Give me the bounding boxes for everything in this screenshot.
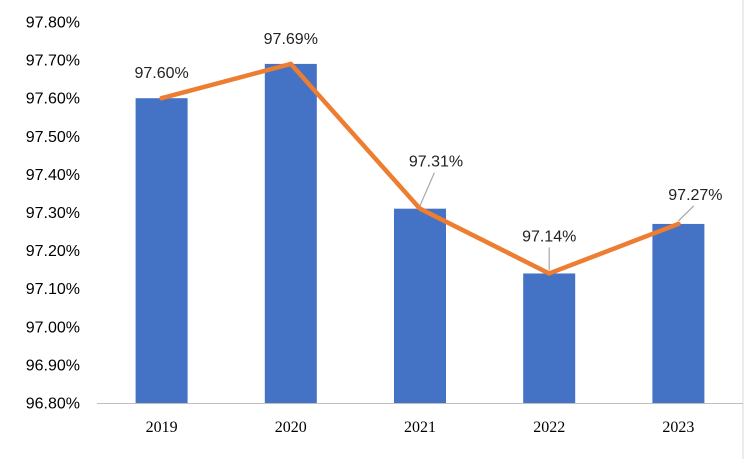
y-tick-label: 97.10% <box>26 281 80 298</box>
leader-line <box>677 205 695 222</box>
y-tick-label: 96.90% <box>26 357 80 374</box>
x-axis: 2019 2020 2021 2022 2023 <box>97 403 743 436</box>
y-tick-label: 97.30% <box>26 205 80 222</box>
data-label: 97.69% <box>264 31 318 48</box>
y-tick-label: 97.50% <box>26 129 80 146</box>
data-label: 97.27% <box>668 187 722 204</box>
line-point <box>159 95 164 101</box>
x-tick-label: 2022 <box>533 419 565 436</box>
y-tick-label: 96.80% <box>26 396 80 413</box>
y-tick-label: 97.70% <box>26 53 80 70</box>
bar-2019 <box>135 98 188 403</box>
x-tick-label: 2023 <box>662 419 694 436</box>
y-tick-label: 97.80% <box>26 15 80 32</box>
data-label: 97.60% <box>134 65 188 82</box>
data-labels: 97.60% 97.69% 97.31% 97.14% 97.27% <box>134 31 722 246</box>
leader-line <box>419 172 435 206</box>
x-tick-label: 2020 <box>275 419 307 436</box>
line-point <box>417 206 423 211</box>
bar-2020 <box>264 63 317 403</box>
bar-2021 <box>394 208 446 403</box>
line-point <box>546 271 552 276</box>
y-tick-label: 97.20% <box>26 243 80 260</box>
y-tick-label: 97.60% <box>26 91 80 108</box>
bar-series <box>135 63 705 403</box>
leader-lines <box>419 172 695 271</box>
x-tick-label: 2019 <box>146 419 178 436</box>
line-series <box>159 61 681 276</box>
line-point <box>676 221 681 227</box>
y-axis: 96.80% 96.90% 97.00% 97.10% 97.20% 97.30% 97.4… <box>26 15 80 413</box>
x-tick-label: 2021 <box>404 419 436 436</box>
y-tick-label: 97.40% <box>26 167 80 184</box>
data-label: 97.14% <box>522 228 576 245</box>
y-tick-label: 97.00% <box>26 319 80 336</box>
bar-2023 <box>652 223 705 403</box>
data-label: 97.31% <box>409 154 463 171</box>
bar-2022 <box>523 273 576 403</box>
line-point <box>288 61 294 67</box>
